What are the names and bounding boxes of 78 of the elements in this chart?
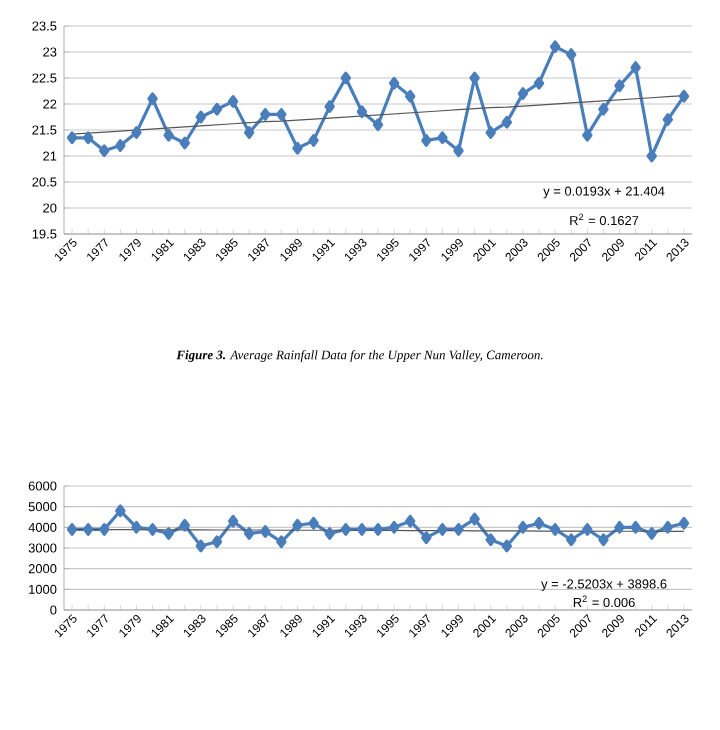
point: [614, 520, 625, 534]
point: [630, 61, 641, 74]
point: [566, 48, 577, 61]
point: [453, 523, 464, 536]
point: [469, 71, 480, 85]
point: [260, 525, 271, 538]
point: [646, 149, 657, 163]
point: [211, 102, 223, 116]
point: [485, 533, 496, 547]
point: [469, 512, 480, 526]
point: [405, 89, 416, 103]
point: [549, 40, 561, 54]
point: [195, 110, 207, 124]
point: [324, 100, 335, 113]
point: [292, 141, 303, 155]
point: [324, 527, 335, 540]
point: [646, 527, 657, 540]
point: [388, 76, 400, 90]
point: [501, 539, 513, 553]
point: [82, 523, 94, 536]
point: [243, 527, 255, 540]
point: [292, 518, 303, 532]
point: [437, 523, 448, 536]
point: [421, 531, 432, 545]
point: [99, 144, 110, 158]
point: [308, 516, 319, 530]
point: [195, 539, 207, 553]
point: [179, 518, 190, 532]
point: [179, 136, 190, 150]
point: [340, 523, 351, 536]
point: [147, 92, 158, 106]
point: [517, 520, 529, 534]
point: [549, 523, 561, 536]
point: [437, 131, 448, 145]
point: [662, 113, 674, 126]
point: [678, 89, 690, 103]
point: [227, 514, 239, 528]
point: [501, 115, 513, 129]
point: [517, 87, 529, 100]
point: [421, 133, 432, 147]
point: [227, 94, 239, 108]
point: [308, 133, 319, 147]
point: [598, 533, 609, 547]
point: [340, 71, 351, 85]
point: [66, 523, 78, 536]
point: [115, 139, 126, 152]
point: [243, 126, 255, 139]
point: [372, 118, 384, 132]
point: [678, 516, 690, 530]
point: [533, 516, 545, 530]
point: [630, 520, 641, 534]
point: [131, 126, 142, 139]
point: [163, 128, 174, 142]
point: [99, 523, 110, 536]
point: [260, 107, 271, 121]
point: [566, 533, 577, 547]
point: [115, 504, 126, 518]
point: [163, 527, 174, 540]
point: [388, 520, 400, 534]
point: [66, 131, 78, 145]
point: [533, 76, 545, 90]
point: [82, 131, 94, 145]
point: [582, 128, 593, 142]
point: [614, 79, 625, 93]
point: [211, 535, 223, 549]
point: [276, 535, 287, 549]
point: [147, 523, 158, 536]
point: [356, 523, 368, 536]
point: [356, 105, 368, 119]
point: [131, 520, 142, 534]
point: [276, 107, 287, 121]
point: [405, 514, 416, 528]
point: [662, 520, 674, 534]
point: [582, 523, 593, 536]
point: [485, 126, 496, 139]
point: [598, 102, 609, 116]
point: [372, 523, 384, 536]
point: [453, 144, 464, 158]
